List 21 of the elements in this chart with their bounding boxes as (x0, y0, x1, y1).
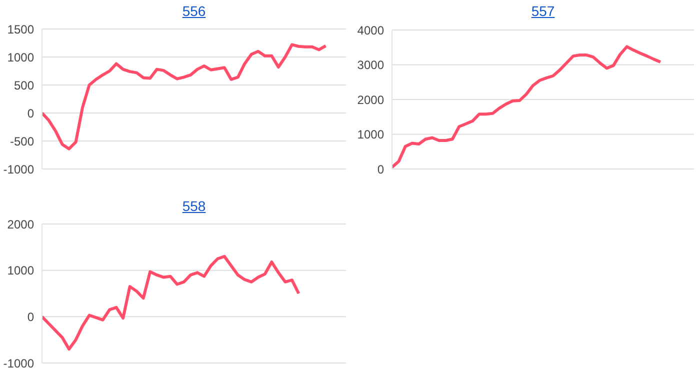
y-tick-label: 2000 (357, 92, 384, 107)
y-tick-label: 4000 (357, 23, 384, 38)
chart-title: 558 (181, 198, 207, 214)
y-tick-label: 0 (377, 162, 384, 176)
y-tick-label: -1000 (3, 162, 34, 176)
chart-title: 556 (181, 3, 207, 19)
y-tick-label: 1000 (357, 128, 384, 142)
y-tick-label: -500 (10, 134, 34, 148)
y-tick-label: -1000 (3, 356, 34, 370)
line-series (392, 45, 662, 169)
y-tick-label: 1500 (7, 22, 34, 36)
chart-title: 557 (530, 3, 556, 19)
y-tick-label: 0 (27, 106, 34, 120)
y-tick-label: 0 (27, 310, 34, 324)
y-tick-label: 2000 (7, 217, 34, 232)
line-series (42, 254, 300, 351)
y-tick-label: 1000 (7, 50, 34, 64)
line-series (42, 43, 328, 150)
y-tick-label: 500 (14, 78, 34, 92)
y-tick-label: 3000 (357, 58, 384, 72)
y-tick-label: 1000 (7, 264, 34, 278)
